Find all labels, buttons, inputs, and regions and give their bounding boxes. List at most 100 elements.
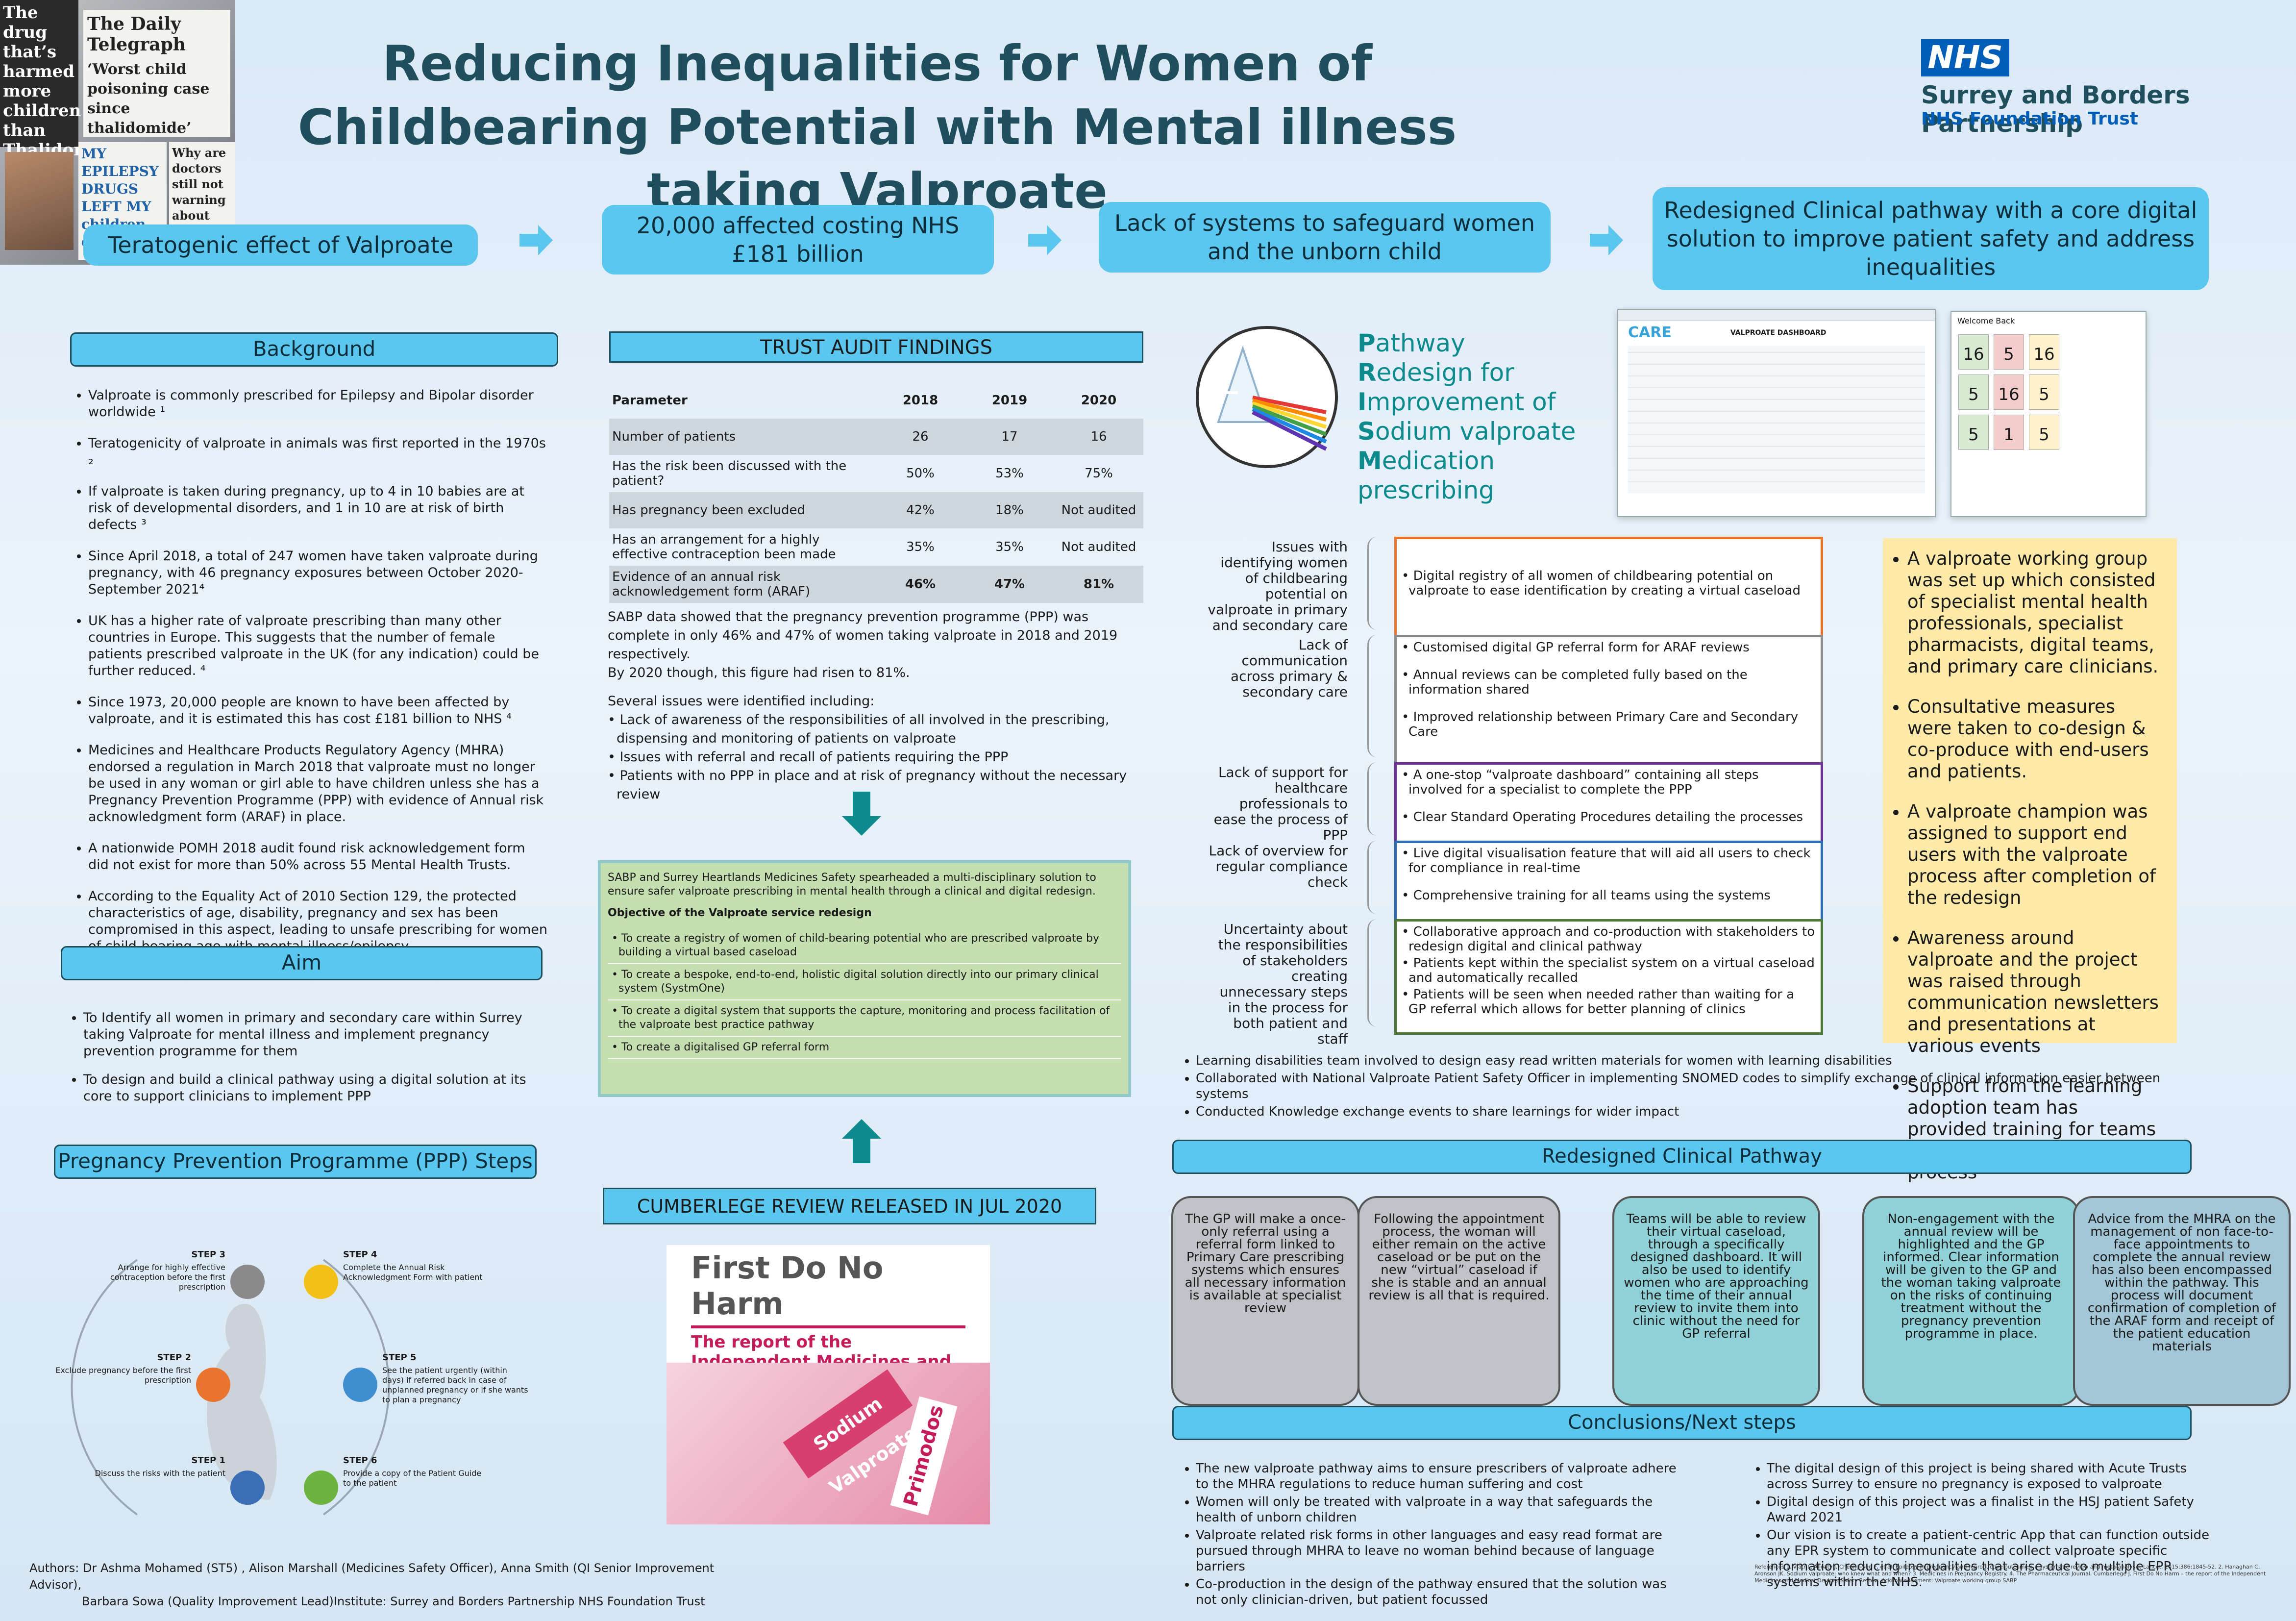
audit-cell: Evidence of an annual risk acknowledgeme… [609,566,876,603]
poster-title: Reducing Inequalities for Women of Child… [297,35,1457,220]
ppp-step-label: STEP 1 [191,1455,225,1466]
learning-item: Conducted Knowledge exchange events to s… [1196,1104,2186,1120]
newspaper-collage: The drug that’s harmed more children tha… [0,0,235,265]
working-item: Consultative measures were taken to co-d… [1907,696,2162,782]
prism-logo [1196,326,1338,468]
prism-line: Redesign for [1358,358,1612,387]
cumberlege-cover: First Do No Harm The report of the Indep… [667,1245,990,1524]
cumberlege-title: First Do No Harm [691,1250,884,1322]
aim-item: To design and build a clinical pathway u… [83,1072,544,1105]
issue-solution-item: • Clear Standard Operating Procedures de… [1402,810,1803,824]
audit-col-header: 2020 [1081,393,1117,408]
conclusions-right: The digital design of this project is be… [1752,1461,2222,1592]
ppp-step: STEP 5 See the patient urgently (within d… [343,1352,529,1405]
conclusion-item: Co-production in the design of the pathw… [1196,1576,1686,1608]
audit-cell: 17 [965,419,1054,455]
dashboard-tile: 16 [2029,334,2059,370]
issue-solution-item: • Live digital visualisation feature tha… [1402,846,1811,875]
ppp-step-label: STEP 4 [343,1249,377,1260]
issue-solution-box: • Customised digital GP referral form fo… [1394,635,1823,765]
care-logo: CARE [1628,324,1672,341]
issue-solution-item: • Improved relationship between Primary … [1402,710,1799,739]
audit-cell: Not audited [1061,540,1136,554]
audit-cell: 81% [1054,566,1143,603]
dashboard-tile: 5 [1958,374,1989,410]
dashboard-tile: 5 [2029,374,2059,410]
issue-label: Uncertainty about the responsibilities o… [1218,921,1348,1047]
background-item: UK has a higher rate of valproate prescr… [88,613,549,679]
ppp-arc [71,1259,390,1516]
ppp-step-icon [304,1265,338,1299]
ppp-step-text: Provide a copy of the Patient Guide to t… [343,1469,482,1488]
issue-solution-box: • Live digital visualisation feature tha… [1394,841,1823,922]
audit-cell: 16 [1054,419,1143,455]
issue-bracket [1367,537,1379,630]
redesign-item: • To create a registry of women of child… [608,928,1121,964]
issues-section: Issues with identifying women of childbe… [1206,537,1823,1047]
prism-rest: athway [1375,329,1465,357]
prism-line: Medication prescribing [1358,446,1612,505]
conclusion-item: Digital design of this project was a fin… [1767,1494,2222,1525]
audit-cell: Number of patients [609,419,876,455]
ppp-header: Pregnancy Prevention Programme (PPP) Ste… [54,1145,537,1179]
dashboard-grid [1628,346,1925,493]
ppp-step-icon [343,1368,377,1402]
background-item: Teratogenicity of valproate in animals w… [88,435,549,469]
prism-rest: mprovement of [1366,388,1556,416]
redesign-box: SABP and Surrey Heartlands Medicines Saf… [598,860,1131,1097]
pathway-cards: The GP will make a once-only referral us… [1171,1196,2291,1406]
prism-icon [1204,345,1327,451]
redesign-intro: SABP and Surrey Heartlands Medicines Saf… [608,872,1096,898]
background-item: If valproate is taken during pregnancy, … [88,483,549,533]
audit-row: Number of patients 26 17 16 [609,419,1143,455]
newspaper-masthead: The Daily Telegraph [87,14,186,55]
redesign-item: • To create a digital system that suppor… [608,1000,1121,1037]
ppp-step-icon [230,1471,265,1505]
ppp-step: STEP 4 Complete the Annual Risk Acknowled… [304,1249,490,1299]
audit-cell: Has the risk been discussed with the pat… [612,459,847,488]
newspaper-front: The Daily Telegraph ‘Worst child poisoni… [83,10,230,137]
redesign-objective-title: Objective of the Valproate service redes… [608,907,872,919]
working-item: A valproate working group was set up whi… [1907,548,2162,677]
audit-row: Has pregnancy been excluded 42% 18% Not aud… [609,492,1143,528]
audit-issue-item: • Lack of awareness of the responsibilit… [608,712,1110,746]
dashboard-tile: 5 [1958,415,1989,450]
pathway-header: Redesigned Clinical Pathway [1172,1140,2192,1174]
audit-row: Has an arrangement for a highly effectiv… [609,528,1143,566]
audit-cell: 35% [906,540,935,554]
audit-cell: Not audited [1054,492,1143,528]
working-item: A valproate champion was assigned to sup… [1907,801,2162,909]
dashboard-tile: 5 [2029,415,2059,450]
flow-step-4: Redesigned Clinical pathway with a core … [1653,187,2209,290]
audit-col-header: Parameter [612,393,688,408]
prism-initial: P [1358,329,1376,357]
flow-step-3: Lack of systems to safeguard women and t… [1099,202,1551,273]
background-list: Valproate is commonly prescribed for Epi… [74,387,549,970]
ppp-step: STEP 1 Discuss the risks with the patient [78,1455,265,1505]
learning-item: Collaborated with National Valproate Pat… [1196,1071,2186,1102]
arrow-right-icon [1590,225,1623,255]
cumberlege-header: CUMBERLEGE REVIEW RELEASED IN JUL 2020 [603,1188,1096,1224]
prism-rest: edication prescribing [1358,447,1495,504]
audit-cell: Has an arrangement for a highly effectiv… [612,532,836,562]
dashboard-tile: 16 [1994,374,2024,410]
audit-cell: 26 [876,419,965,455]
ppp-step: STEP 6 Provide a copy of the Patient Guid… [304,1456,490,1505]
org-name: Surrey and Borders Partnership [1921,81,2190,138]
audit-row: Evidence of an annual risk acknowledgeme… [609,566,1143,603]
issue-solution-item: • Digital registry of all women of child… [1402,569,1801,598]
issue-solution-item: • Annual reviews can be completed fully … [1402,668,1748,697]
dashboard-tile: 16 [1958,334,1989,370]
conclusion-item: The digital design of this project is be… [1767,1461,2222,1492]
issue-label: Issues with identifying women of childbe… [1208,539,1348,633]
ppp-step-label: STEP 5 [382,1352,417,1363]
conclusions-left: The new valproate pathway aims to ensure… [1181,1461,1686,1610]
welcome-tiles: 16 5 16 5 16 5 5 1 5 [1951,329,2146,455]
audit-cell: 35% [995,540,1024,554]
audit-row: Has the risk been discussed with the pat… [609,455,1143,492]
learning-item: Learning disabilities team involved to d… [1196,1053,2186,1069]
ppp-step-label: STEP 2 [157,1352,191,1363]
audit-cell: Has pregnancy been excluded [609,492,876,528]
redesign-item: • To create a digitalised GP referral fo… [608,1037,1121,1059]
ppp-step-text: Discuss the risks with the patient [95,1469,226,1478]
